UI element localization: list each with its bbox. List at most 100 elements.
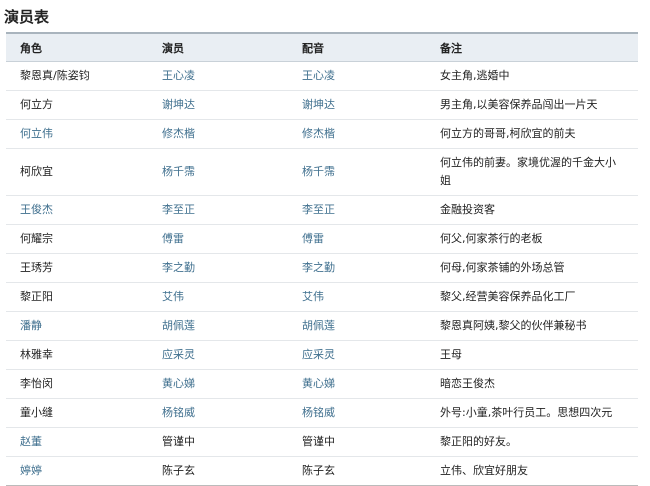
table-row: 黎恩真/陈姿钧 王心凌 王心凌 女主角,逃婚中 [6,61,638,91]
role-link[interactable]: 赵董 [20,435,42,448]
role-link[interactable]: 潘静 [20,319,42,332]
cell-role: 柯欣宜 [6,148,148,196]
note-text: 暗恋王俊杰 [440,377,495,390]
cell-note: 外号:小童,茶叶行员工。思想四次元 [426,398,638,428]
table-row: 王琇芳 李之勤 李之勤 何母,何家茶铺的外场总管 [6,253,638,283]
actor-link[interactable]: 应采灵 [162,348,195,361]
role-text: 何立方 [20,98,53,111]
actor-text: 陈子玄 [162,464,195,477]
table-row: 婷婷 陈子玄 陈子玄 立伟、欣宜好朋友 [6,456,638,486]
cell-actor: 应采灵 [148,340,288,370]
role-text: 黎恩真/陈姿钧 [20,69,90,82]
cell-note: 暗恋王俊杰 [426,369,638,399]
cell-actor: 陈子玄 [148,456,288,486]
cell-note: 何父,何家茶行的老板 [426,224,638,254]
role-link[interactable]: 婷婷 [20,464,42,477]
cell-voice: 陈子玄 [288,456,426,486]
actor-link[interactable]: 谢坤达 [162,98,195,111]
header-role: 角色 [20,41,42,55]
cell-role: 何耀宗 [6,224,148,254]
actor-link[interactable]: 李至正 [162,203,195,216]
note-text: 男主角,以美容保养品闯出一片天 [440,98,598,111]
note-text: 黎父,经营美容保养品化工厂 [440,290,576,303]
voice-link[interactable]: 胡佩莲 [302,319,335,332]
actor-link[interactable]: 艾伟 [162,290,184,303]
note-text: 女主角,逃婚中 [440,69,510,82]
role-link[interactable]: 王俊杰 [20,203,53,216]
voice-link[interactable]: 杨千霈 [302,165,335,178]
actor-link[interactable]: 王心凌 [162,69,195,82]
cell-note: 何立方的哥哥,柯欣宜的前夫 [426,119,638,149]
voice-link[interactable]: 黄心娣 [302,377,335,390]
voice-link[interactable]: 应采灵 [302,348,335,361]
cell-role: 赵董 [6,427,148,457]
cell-actor: 修杰楷 [148,119,288,149]
cell-actor: 胡佩莲 [148,311,288,341]
table-row: 林雅幸 应采灵 应采灵 王母 [6,340,638,370]
actor-link[interactable]: 胡佩莲 [162,319,195,332]
voice-link[interactable]: 艾伟 [302,290,324,303]
voice-link[interactable]: 傅雷 [302,232,324,245]
cell-actor: 王心凌 [148,61,288,91]
voice-link[interactable]: 修杰楷 [302,127,335,140]
cell-voice: 李至正 [288,195,426,225]
note-text: 金融投资客 [440,203,495,216]
cell-voice: 胡佩莲 [288,311,426,341]
note-text: 何父,何家茶行的老板 [440,232,543,245]
cell-role: 何立方 [6,90,148,120]
actor-link[interactable]: 傅雷 [162,232,184,245]
cell-role: 黎正阳 [6,282,148,312]
cell-note: 女主角,逃婚中 [426,61,638,91]
actor-link[interactable]: 黄心娣 [162,377,195,390]
note-text: 黎恩真阿姨,黎父的伙伴兼秘书 [440,319,587,332]
cell-note: 王母 [426,340,638,370]
role-link[interactable]: 何立伟 [20,127,53,140]
cell-voice: 应采灵 [288,340,426,370]
cell-actor: 杨千霈 [148,148,288,196]
voice-link[interactable]: 李之勤 [302,261,335,274]
role-text: 林雅幸 [20,348,53,361]
table-header-row: 角色 演员 配音 备注 [6,33,638,62]
cell-note: 黎恩真阿姨,黎父的伙伴兼秘书 [426,311,638,341]
cell-actor: 李之勤 [148,253,288,283]
header-actor: 演员 [162,41,184,55]
voice-link[interactable]: 杨铭威 [302,406,335,419]
cell-note: 立伟、欣宜好朋友 [426,456,638,486]
cell-voice: 艾伟 [288,282,426,312]
role-text: 王琇芳 [20,261,53,274]
table-row: 潘静 胡佩莲 胡佩莲 黎恩真阿姨,黎父的伙伴兼秘书 [6,311,638,341]
cell-actor: 管谨中 [148,427,288,457]
table-row: 李怡闵 黄心娣 黄心娣 暗恋王俊杰 [6,369,638,399]
cell-note: 黎父,经营美容保养品化工厂 [426,282,638,312]
actor-link[interactable]: 杨铭威 [162,406,195,419]
header-voice: 配音 [302,41,324,55]
table-row: 王俊杰 李至正 李至正 金融投资客 [6,195,638,225]
voice-link[interactable]: 王心凌 [302,69,335,82]
cell-voice: 王心凌 [288,61,426,91]
cell-role: 王琇芳 [6,253,148,283]
actor-text: 管谨中 [162,435,195,448]
cast-table: 角色 演员 配音 备注 黎恩真/陈姿钧 王心凌 王心凌 女主角,逃婚中何立方 谢坤达 谢坤… [6,32,638,486]
table-row: 何耀宗 傅雷 傅雷 何父,何家茶行的老板 [6,224,638,254]
role-text: 李怡闵 [20,377,53,390]
cell-role: 黎恩真/陈姿钧 [6,61,148,91]
cell-voice: 管谨中 [288,427,426,457]
cell-actor: 黄心娣 [148,369,288,399]
voice-link[interactable]: 谢坤达 [302,98,335,111]
actor-link[interactable]: 杨千霈 [162,165,195,178]
cell-actor: 杨铭威 [148,398,288,428]
table-row: 何立方 谢坤达 谢坤达 男主角,以美容保养品闯出一片天 [6,90,638,120]
cell-note: 男主角,以美容保养品闯出一片天 [426,90,638,120]
table-row: 柯欣宜 杨千霈 杨千霈 何立伟的前妻。家境优渥的千金大小姐 [6,148,638,196]
note-text: 何立伟的前妻。家境优渥的千金大小姐 [440,156,616,187]
role-text: 童小缝 [20,406,53,419]
voice-text: 管谨中 [302,435,335,448]
cell-actor: 傅雷 [148,224,288,254]
cell-voice: 黄心娣 [288,369,426,399]
cell-note: 何立伟的前妻。家境优渥的千金大小姐 [426,148,638,196]
actor-link[interactable]: 李之勤 [162,261,195,274]
note-text: 立伟、欣宜好朋友 [440,464,528,477]
cell-actor: 艾伟 [148,282,288,312]
actor-link[interactable]: 修杰楷 [162,127,195,140]
voice-link[interactable]: 李至正 [302,203,335,216]
